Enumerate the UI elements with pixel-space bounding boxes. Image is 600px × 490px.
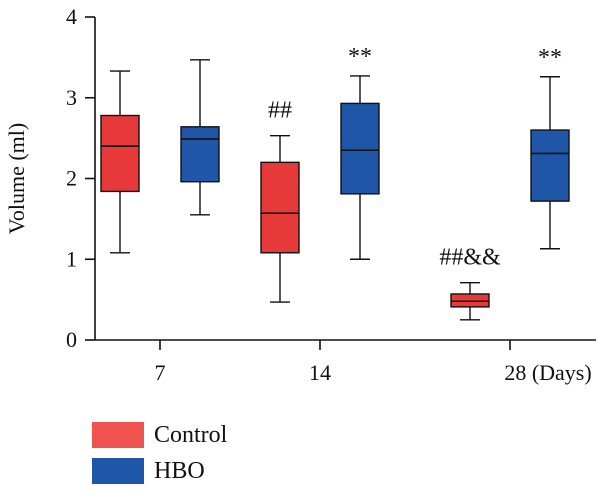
box-hbo-2 (530, 76, 570, 250)
box-plot-chart: 0 1 2 3 4 7 14 28 (Days) Volume (ml) ## ** ##&& *… (4, 4, 596, 385)
y-tick-label-2: 2 (66, 166, 77, 191)
box-control-1 (260, 135, 300, 303)
legend-item-control: Control (92, 418, 227, 452)
legend-item-hbo: HBO (92, 454, 227, 488)
legend: Control HBO (92, 418, 227, 490)
legend-swatch-hbo (92, 458, 144, 484)
y-axis-label: Volume (ml) (4, 123, 29, 234)
x-tick-label-0: 7 (155, 360, 166, 385)
x-tick-label-1: 14 (309, 360, 331, 385)
box-hbo-0 (180, 59, 220, 216)
y-tick-label-0: 0 (66, 327, 77, 352)
box-iqr (340, 102, 380, 195)
y-tick-label-4: 4 (66, 4, 77, 29)
annotation-2: ##&& (439, 245, 501, 271)
y-tick-label-3: 3 (66, 85, 77, 110)
box-iqr (530, 129, 570, 202)
box-hbo-1 (340, 75, 380, 260)
box-marks: ## ** ##&& ** (100, 44, 570, 321)
legend-label-control: Control (154, 421, 228, 448)
annotation-3: ** (538, 45, 562, 71)
annotation-0: ## (268, 98, 292, 124)
box-iqr (260, 161, 300, 254)
box-iqr (450, 293, 490, 308)
box-iqr (180, 126, 220, 183)
annotation-1: ** (348, 44, 372, 70)
box-control-0 (100, 70, 140, 254)
box-iqr (100, 114, 140, 193)
x-axis: 7 14 28 (Days) (95, 339, 596, 385)
y-tick-label-1: 1 (66, 246, 77, 271)
legend-label-hbo: HBO (154, 457, 205, 484)
y-axis: 0 1 2 3 4 (66, 4, 96, 352)
box-control-2 (450, 281, 490, 321)
legend-swatch-control (92, 422, 144, 448)
x-tick-label-2: 28 (Days) (504, 360, 591, 385)
